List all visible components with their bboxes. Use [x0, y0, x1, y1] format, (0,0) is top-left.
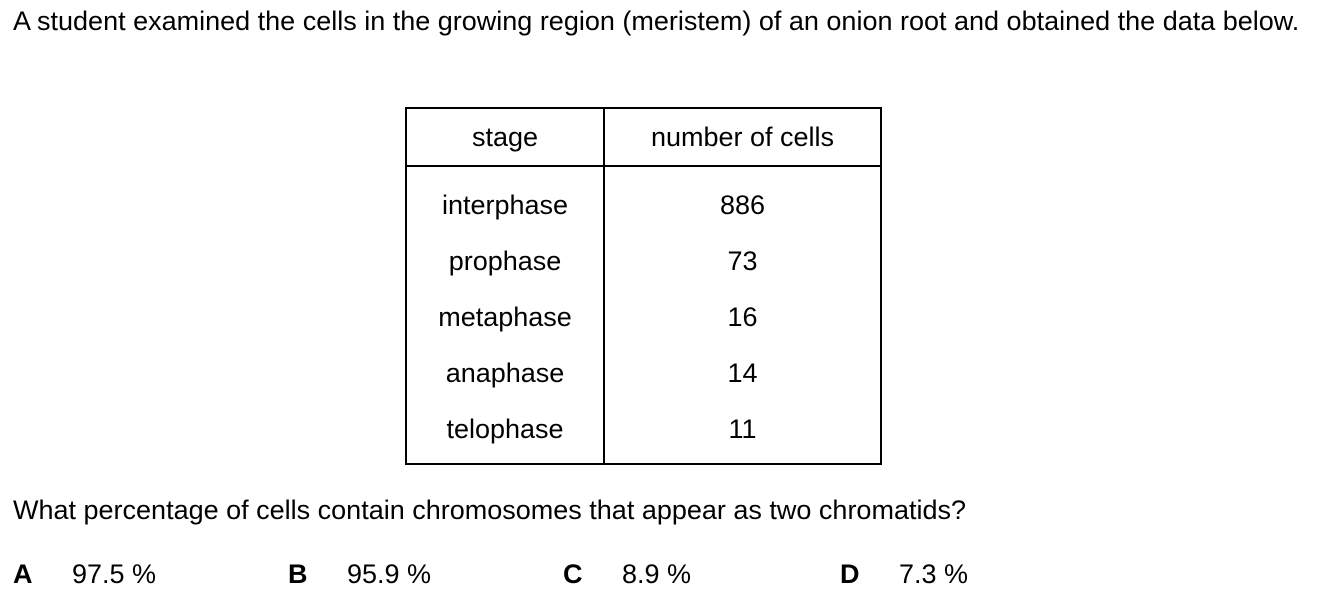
count-cell: 16	[603, 289, 881, 345]
option-text: 7.3 %	[899, 559, 969, 589]
question-text: What percentage of cells contain chromos…	[13, 495, 966, 525]
count-cell: 11	[603, 401, 881, 464]
table-header-row: stage number of cells	[406, 108, 881, 167]
option-d[interactable]: D 7.3 %	[840, 559, 968, 590]
stage-cell: prophase	[448, 245, 562, 276]
option-c[interactable]: C 8.9 %	[563, 559, 691, 590]
option-text: 97.5 %	[72, 559, 157, 589]
table-row: prophase 73	[406, 233, 881, 289]
count-cell: 14	[603, 345, 881, 401]
stage-cell: telophase	[446, 413, 564, 444]
cell-stage-table: stage number of cells interphase 886 pro…	[405, 107, 882, 465]
table-row: metaphase 16	[406, 289, 881, 345]
header-number-of-cells: number of cells	[603, 108, 881, 167]
table-row: telophase 11	[406, 401, 881, 464]
option-b[interactable]: B 95.9 %	[288, 559, 431, 590]
option-letter: B	[288, 559, 308, 589]
option-letter: A	[13, 559, 33, 589]
header-stage: stage	[406, 108, 604, 167]
stage-cell: interphase	[441, 189, 569, 220]
answer-options: A 97.5 % B 95.9 % C 8.9 % D 7.3 %	[13, 559, 1333, 597]
option-letter: C	[563, 559, 583, 589]
option-text: 95.9 %	[347, 559, 432, 589]
option-text: 8.9 %	[622, 559, 692, 589]
count-cell: 73	[603, 233, 881, 289]
question-intro: A student examined the cells in the grow…	[13, 6, 1300, 36]
stage-cell: anaphase	[445, 357, 565, 388]
stage-cell: metaphase	[438, 301, 572, 332]
count-cell: 886	[603, 166, 881, 233]
option-letter: D	[840, 559, 860, 589]
option-a[interactable]: A 97.5 %	[13, 559, 156, 590]
table-row: interphase 886	[406, 166, 881, 233]
table-row: anaphase 14	[406, 345, 881, 401]
